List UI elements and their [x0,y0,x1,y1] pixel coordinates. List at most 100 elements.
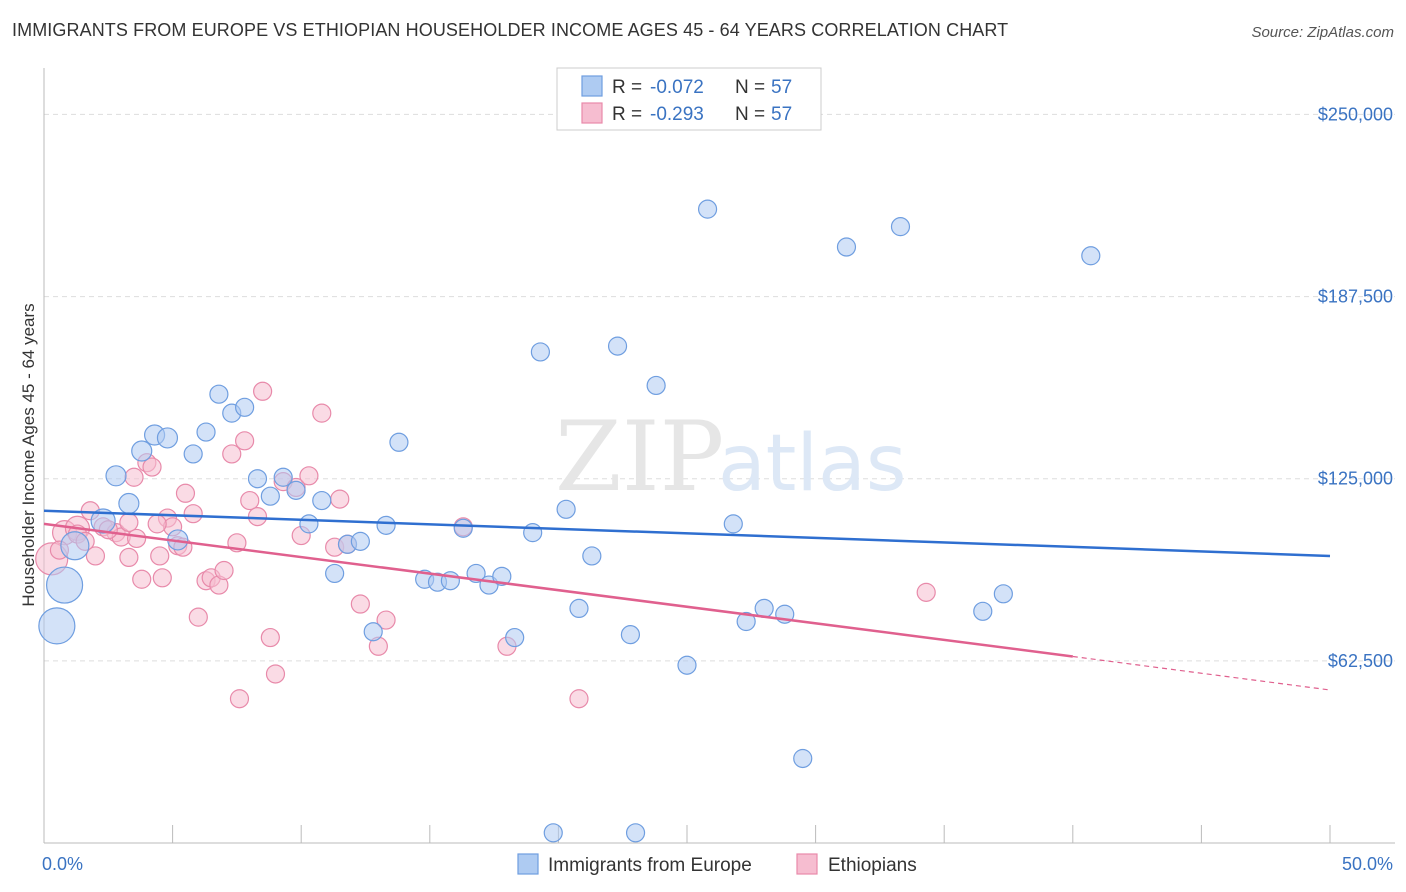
europe-point-38 [556,499,576,519]
europe-point-5 [118,492,140,515]
y-tick-label-0: $62,500 [1328,651,1393,671]
legend-r-label-ethiopians: R = [612,104,642,125]
europe-point-41 [607,336,628,356]
europe-point-39 [569,598,589,619]
bottom-legend-label-europe: Immigrants from Europe [548,855,752,876]
europe-point-26 [389,432,409,452]
x-tick-label-max: 50.0% [1342,854,1393,874]
trend-lines [43,509,1331,691]
y-tick-labels: $62,500 $125,000 $187,500 $250,000 [1318,104,1393,670]
europe-point-19 [299,514,319,534]
europe-point-43 [625,823,646,843]
y-tick-label-3: $250,000 [1318,104,1393,124]
europe-point-10 [183,444,203,464]
ethiopians-point-20 [175,483,196,503]
y-tick-label-1: $125,000 [1318,469,1393,489]
ethiopians-point-31 [247,506,268,527]
ethiopians-point-15 [150,546,170,566]
ethiopians-point-43 [229,689,250,709]
ethiopians-point-34 [265,664,286,684]
europe-point-11 [196,422,216,442]
europe-point-36 [530,342,550,362]
ethiopians-point-9 [119,547,139,568]
europe-trend-line [43,509,1331,558]
ethiopians-point-14 [142,457,162,477]
grid-lines [44,113,1395,662]
europe-point-46 [697,199,718,219]
ethiopians-point-38 [299,466,319,486]
legend-swatch-europe [581,75,603,97]
correlation-legend: R = -0.072 N = 57 R = -0.293 N = 57 [556,67,822,131]
europe-point-2 [60,531,90,561]
y-tick-label-2: $187,500 [1318,287,1393,307]
watermark-atlas: atlas [718,419,907,509]
ethiopians-point-29 [235,431,255,451]
ethiopians-point-26 [214,560,234,581]
ethiopians-point-39 [312,403,332,423]
ethiopians-trend-line [43,522,1073,658]
ethiopians-point-54 [126,528,147,549]
ethiopians-point-11 [124,467,144,487]
legend-n-value-ethiopians: 57 [771,104,792,125]
europe-point-30 [453,518,473,538]
europe-point-42 [620,625,641,645]
europe-point-48 [736,611,756,632]
x-tick-label-min: 0.0% [42,854,83,874]
ethiopians-point-5 [85,546,106,566]
bottom-legend-label-ethiopians: Ethiopians [828,855,917,876]
europe-point-25 [376,515,396,535]
europe-point-20 [312,490,332,511]
ethiopians-point-46 [376,610,396,630]
europe-point-6 [131,440,153,462]
europe-point-14 [235,397,255,417]
europe-point-55 [993,584,1013,604]
europe-point-37 [543,823,563,843]
europe-point-4 [105,465,127,487]
ethiopians-trend-extension [1072,655,1331,691]
ethiopians-point-22 [188,607,208,627]
europe-point-24 [363,622,383,642]
europe-point-45 [677,655,697,675]
europe-point-0 [38,607,76,645]
europe-point-21 [325,563,345,584]
legend-n-label-ethiopians: N = [735,104,765,125]
europe-point-17 [273,467,293,487]
ethiopians-point-33 [260,627,280,648]
bottom-legend-swatch-ethiopians [796,853,818,875]
europe-point-53 [890,217,911,237]
bottom-legend-swatch-europe [517,853,539,875]
europe-point-8 [156,427,179,449]
ethiopians-point-12 [132,569,152,589]
europe-point-15 [247,469,268,489]
ethiopians-point-41 [330,489,350,509]
europe-point-40 [582,546,602,566]
series-legend: Immigrants from Europe Ethiopians [517,853,917,876]
watermark-zip: ZIP [555,401,724,513]
ethiopians-point-16 [152,568,172,588]
europe-point-34 [505,627,525,648]
europe-point-44 [646,375,666,396]
legend-swatch-ethiopians [581,102,603,124]
europe-point-18 [286,480,306,500]
europe-point-16 [260,486,280,506]
ethiopians-point-30 [240,490,260,511]
ethiopians-point-55 [147,514,167,534]
europe-point-56 [1081,246,1101,266]
europe-point-3 [90,508,116,534]
ethiopians-point-50 [916,582,936,602]
legend-r-label-europe: R = [612,77,642,98]
europe-point-54 [973,601,993,621]
ethiopians-point-21 [183,504,203,524]
watermark: ZIP atlas [555,401,907,513]
x-tick-labels: 0.0% 50.0% [42,854,1393,874]
legend-n-value-europe: 57 [771,77,792,98]
europe-point-47 [723,514,743,534]
ethiopians-point-10 [119,512,139,533]
europe-point-23 [350,531,370,551]
chart-title: IMMIGRANTS FROM EUROPE VS ETHIOPIAN HOUS… [12,20,1009,40]
legend-r-value-ethiopians: -0.293 [650,104,704,125]
ethiopians-point-32 [253,381,273,401]
y-axis-label: Householder Income Ages 45 - 64 years [19,303,38,606]
legend-n-label-europe: N = [735,77,765,98]
